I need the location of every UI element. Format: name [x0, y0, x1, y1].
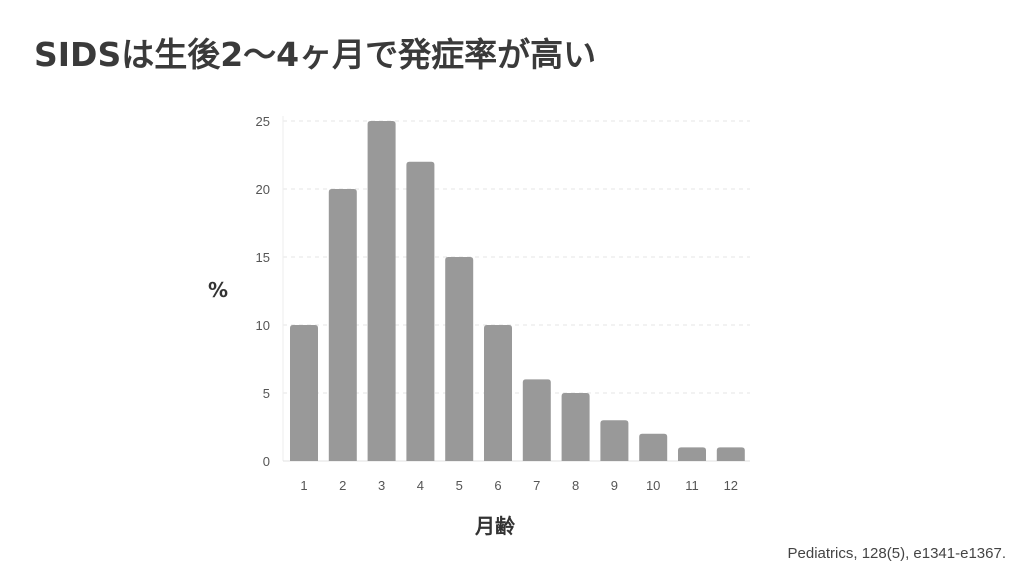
bar — [561, 393, 590, 461]
x-tick-label: 7 — [533, 478, 540, 493]
x-tick-label: 6 — [494, 478, 501, 493]
y-tick-label: 0 — [263, 454, 270, 469]
y-tick-label: 20 — [256, 182, 270, 197]
bar — [716, 447, 745, 461]
y-tick-label: 25 — [256, 114, 270, 129]
bar — [639, 433, 668, 461]
x-tick-label: 3 — [378, 478, 385, 493]
x-tick-label: 2 — [339, 478, 346, 493]
bar — [484, 325, 512, 461]
citation: Pediatrics, 128(5), e1341-e1367. — [787, 545, 1006, 562]
x-tick-label: 5 — [456, 478, 463, 493]
slide-title: SIDSは生後2〜4ヶ月で発症率が高い — [34, 35, 597, 74]
y-tick-label: 10 — [256, 318, 270, 333]
x-tick-label: 9 — [611, 478, 618, 493]
bar — [328, 189, 357, 461]
x-tick-label: 4 — [417, 478, 424, 493]
y-tick-label: 15 — [256, 250, 270, 265]
x-tick-label: 10 — [646, 478, 660, 493]
x-tick-label: 11 — [685, 478, 699, 493]
bar — [406, 161, 435, 462]
bar — [445, 257, 474, 461]
x-axis-label: 月齢 — [475, 514, 515, 538]
bar — [522, 379, 551, 461]
bar — [290, 325, 318, 461]
y-axis-label: % — [208, 278, 229, 302]
x-tick-label: 1 — [300, 478, 307, 493]
bar — [678, 447, 706, 461]
bar — [600, 420, 629, 461]
x-tick-label: 8 — [572, 478, 579, 493]
x-tick-label: 12 — [724, 478, 738, 493]
y-tick-label: 5 — [263, 386, 270, 401]
bar — [367, 121, 396, 461]
